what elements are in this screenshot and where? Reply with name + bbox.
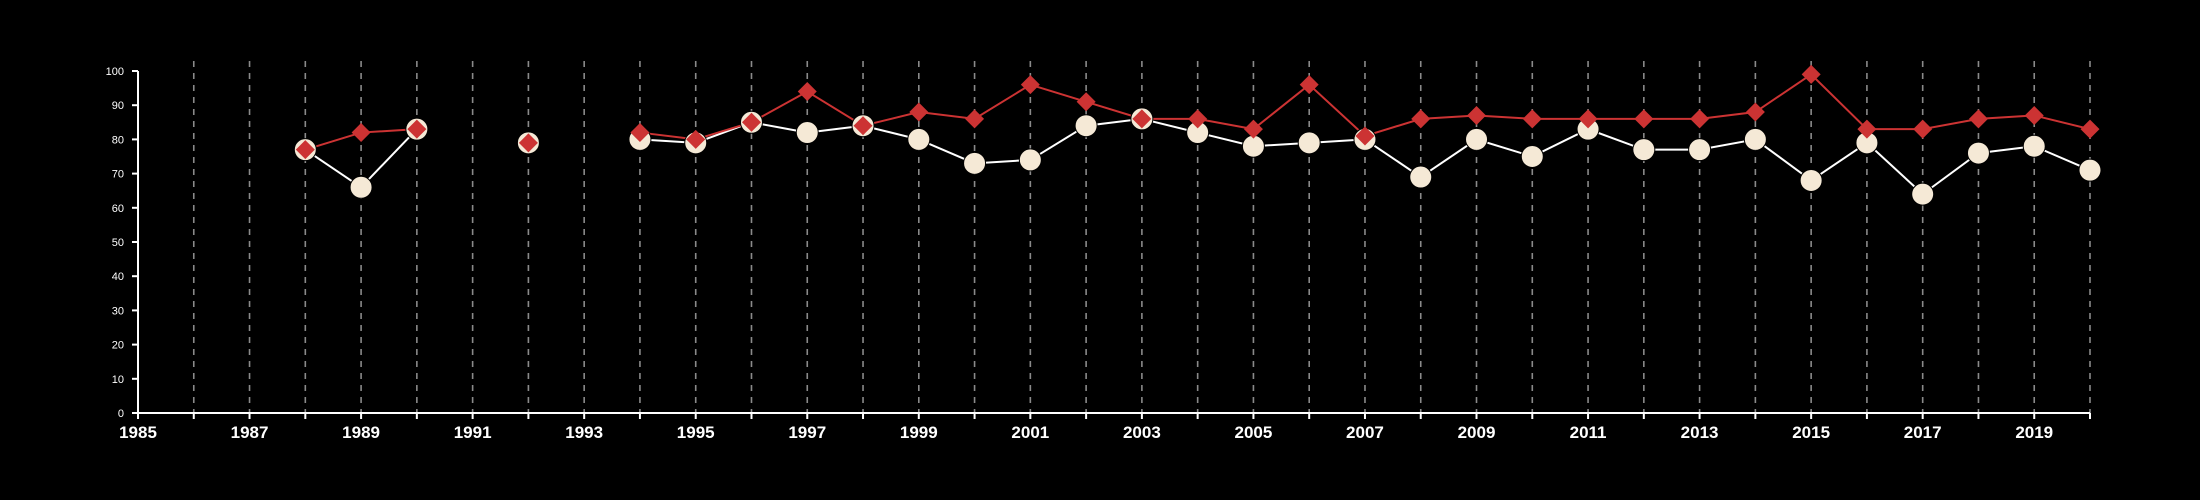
y-tick-label: 40	[112, 271, 124, 283]
data-point-circle	[1632, 138, 1656, 162]
data-point-circle	[1688, 138, 1712, 162]
data-point-diamond	[909, 102, 929, 122]
x-tick-label: 2009	[1458, 423, 1496, 442]
data-point-circle	[349, 175, 373, 199]
data-point-circle	[1018, 148, 1042, 172]
data-point-diamond	[1467, 105, 1487, 125]
x-tick-label: 1997	[788, 423, 826, 442]
x-tick-label: 2003	[1123, 423, 1161, 442]
data-point-diamond	[630, 123, 650, 143]
data-point-diamond	[295, 140, 315, 160]
data-point-circle	[1409, 165, 1433, 189]
data-point-diamond	[1522, 109, 1542, 129]
x-tick-label: 1993	[565, 423, 603, 442]
data-point-diamond	[1020, 75, 1040, 95]
data-point-diamond	[1411, 109, 1431, 129]
data-point-diamond	[797, 82, 817, 102]
data-point-diamond	[853, 116, 873, 136]
data-point-diamond	[965, 109, 985, 129]
x-tick-label: 2019	[2015, 423, 2053, 442]
data-point-diamond	[407, 119, 427, 139]
series-layer	[293, 64, 2102, 206]
data-point-circle	[963, 151, 987, 175]
axes: 0 10 20 30 40 50 60 70 80 90 100 1985 1987 1989 1991 19…	[106, 66, 2091, 442]
y-tick-label: 100	[106, 66, 124, 78]
y-tick-label: 80	[112, 134, 124, 146]
data-point-diamond	[2080, 119, 2100, 139]
x-tick-label: 2001	[1011, 423, 1049, 442]
data-point-diamond	[1801, 64, 1821, 84]
data-point-circle	[907, 127, 931, 151]
data-point-diamond	[1076, 92, 1096, 112]
data-point-diamond	[518, 133, 538, 153]
data-point-circle	[1465, 127, 1489, 151]
x-tick-label: 2017	[1904, 423, 1942, 442]
data-point-circle	[1966, 141, 1990, 165]
x-tick-label: 2007	[1346, 423, 1384, 442]
y-tick-label: 60	[112, 203, 124, 215]
x-tick-label: 1989	[342, 423, 380, 442]
x-tick-label: 1985	[119, 423, 157, 442]
data-point-circle	[1520, 145, 1544, 168]
y-tick-label: 50	[112, 237, 124, 249]
data-point-diamond	[351, 123, 371, 143]
data-point-circle	[795, 121, 819, 145]
data-point-diamond	[1132, 109, 1152, 129]
data-point-diamond	[1913, 119, 1933, 139]
x-tick-label: 1995	[677, 423, 715, 442]
data-point-circle	[1743, 127, 1767, 151]
data-point-diamond	[1243, 119, 1263, 139]
x-tick-label: 1987	[231, 423, 269, 442]
y-tick-label: 0	[118, 408, 124, 420]
data-point-circle	[2078, 158, 2102, 182]
data-point-diamond	[1299, 75, 1319, 95]
x-tick-label: 2011	[1570, 423, 1607, 442]
data-point-diamond	[1634, 109, 1654, 129]
data-point-circle	[1074, 114, 1098, 138]
y-tick-label: 90	[112, 100, 124, 112]
data-point-diamond	[2024, 105, 2044, 125]
data-point-diamond	[741, 112, 761, 132]
y-tick-label: 10	[112, 374, 124, 386]
y-tick-label: 30	[112, 305, 124, 317]
data-point-diamond	[1355, 126, 1375, 146]
y-tick-label: 20	[112, 340, 124, 352]
data-point-circle	[1799, 168, 1823, 192]
data-point-diamond	[686, 129, 706, 149]
y-tick-label: 70	[112, 169, 124, 181]
data-point-diamond	[1968, 109, 1988, 129]
x-tick-label: 1999	[900, 423, 938, 442]
data-point-diamond	[1578, 109, 1598, 129]
data-point-diamond	[1690, 109, 1710, 129]
x-tick-label: 2013	[1681, 423, 1719, 442]
grid-layer	[192, 61, 2091, 413]
data-point-diamond	[1857, 119, 1877, 139]
data-point-diamond	[1188, 109, 1208, 129]
data-point-circle	[1911, 182, 1935, 206]
x-tick-label: 2005	[1235, 423, 1273, 442]
data-point-diamond	[1745, 102, 1765, 122]
x-tick-label: 1991	[454, 423, 492, 442]
data-point-circle	[1297, 131, 1321, 155]
data-point-circle	[2022, 134, 2046, 158]
x-tick-label: 2015	[1792, 423, 1830, 442]
